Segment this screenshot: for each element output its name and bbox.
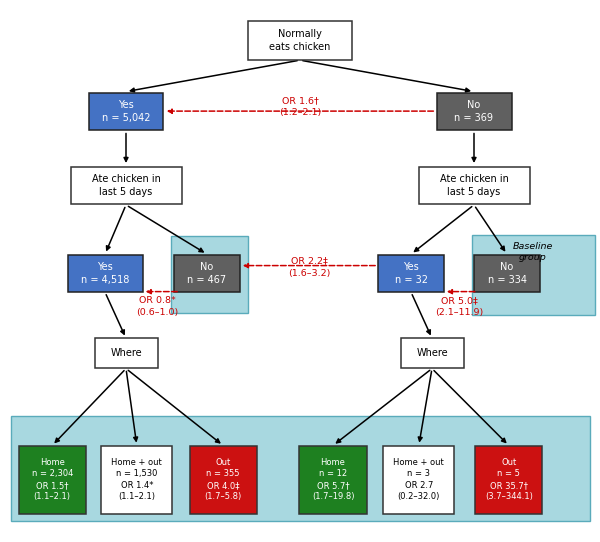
FancyBboxPatch shape xyxy=(475,446,542,514)
Text: Home
n = 12
OR 5.7†
(1.7–19.8): Home n = 12 OR 5.7† (1.7–19.8) xyxy=(312,458,354,501)
Text: OR 5.0‡: OR 5.0‡ xyxy=(440,296,478,305)
FancyBboxPatch shape xyxy=(437,93,511,130)
Text: Yes
n = 4,518: Yes n = 4,518 xyxy=(81,262,129,285)
Text: Ate chicken in
last 5 days: Ate chicken in last 5 days xyxy=(440,174,508,197)
FancyBboxPatch shape xyxy=(71,167,182,204)
FancyBboxPatch shape xyxy=(174,255,240,292)
Text: No
n = 369: No n = 369 xyxy=(455,100,493,122)
Text: No
n = 467: No n = 467 xyxy=(187,262,227,285)
FancyBboxPatch shape xyxy=(101,446,172,514)
Text: (1.2–2.1): (1.2–2.1) xyxy=(279,108,321,117)
Text: Out
n = 5
OR 35.7†
(3.7–344.1): Out n = 5 OR 35.7† (3.7–344.1) xyxy=(485,458,533,501)
Text: OR 2.2‡: OR 2.2‡ xyxy=(290,257,328,266)
Text: (0.6–1.0): (0.6–1.0) xyxy=(136,308,178,317)
FancyBboxPatch shape xyxy=(95,338,157,369)
Text: Normally
eats chicken: Normally eats chicken xyxy=(269,29,331,52)
FancyBboxPatch shape xyxy=(248,21,352,60)
Text: Home + out
n = 3
OR 2.7
(0.2–32.0): Home + out n = 3 OR 2.7 (0.2–32.0) xyxy=(394,458,444,501)
FancyBboxPatch shape xyxy=(299,446,367,514)
FancyBboxPatch shape xyxy=(171,236,248,313)
FancyBboxPatch shape xyxy=(89,93,163,130)
Text: Home
n = 2,304
OR 1.5†
(1.1–2.1): Home n = 2,304 OR 1.5† (1.1–2.1) xyxy=(32,458,73,501)
FancyBboxPatch shape xyxy=(378,255,444,292)
Text: Where: Where xyxy=(110,349,142,358)
FancyBboxPatch shape xyxy=(11,416,590,521)
Text: Where: Where xyxy=(416,349,448,358)
FancyBboxPatch shape xyxy=(190,446,257,514)
Text: OR 1.6†: OR 1.6† xyxy=(281,96,319,105)
FancyBboxPatch shape xyxy=(401,338,464,369)
FancyBboxPatch shape xyxy=(67,255,143,292)
Text: OR 0.8*: OR 0.8* xyxy=(139,296,176,305)
FancyBboxPatch shape xyxy=(472,235,595,315)
FancyBboxPatch shape xyxy=(383,446,454,514)
FancyBboxPatch shape xyxy=(419,167,530,204)
FancyBboxPatch shape xyxy=(19,446,86,514)
Text: Yes
n = 5,042: Yes n = 5,042 xyxy=(102,100,150,122)
Text: (1.6–3.2): (1.6–3.2) xyxy=(288,269,330,278)
Text: No
n = 334: No n = 334 xyxy=(487,262,527,285)
Text: Out
n = 355
OR 4.0‡
(1.7–5.8): Out n = 355 OR 4.0‡ (1.7–5.8) xyxy=(205,458,242,501)
Text: Ate chicken in
last 5 days: Ate chicken in last 5 days xyxy=(92,174,160,197)
FancyBboxPatch shape xyxy=(474,255,540,292)
Text: Baseline
group: Baseline group xyxy=(512,242,553,262)
Text: (2.1–11.9): (2.1–11.9) xyxy=(435,308,483,317)
Text: Yes
n = 32: Yes n = 32 xyxy=(395,262,428,285)
Text: Home + out
n = 1,530
OR 1.4*
(1.1–2.1): Home + out n = 1,530 OR 1.4* (1.1–2.1) xyxy=(112,458,162,501)
